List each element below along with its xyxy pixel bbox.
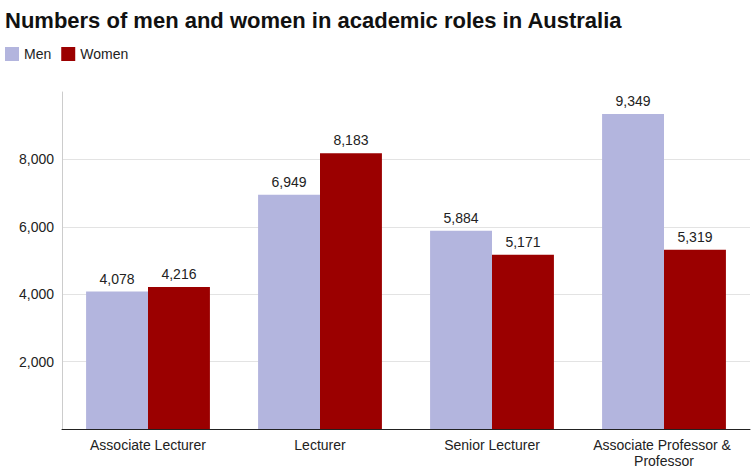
svg-text:6,949: 6,949: [272, 174, 307, 190]
svg-text:8,183: 8,183: [333, 132, 368, 148]
svg-text:Men: Men: [24, 46, 51, 62]
svg-text:5,319: 5,319: [677, 229, 712, 245]
svg-text:4,000: 4,000: [19, 286, 54, 302]
svg-text:Women: Women: [80, 46, 128, 62]
svg-text:8,000: 8,000: [19, 151, 54, 167]
svg-text:Associate Lecturer: Associate Lecturer: [90, 437, 206, 453]
svg-text:5,884: 5,884: [444, 210, 479, 226]
svg-text:6,000: 6,000: [19, 219, 54, 235]
svg-text:5,171: 5,171: [505, 234, 540, 250]
svg-text:Associate Professor &: Associate Professor &: [593, 437, 735, 453]
svg-text:4,078: 4,078: [100, 271, 135, 287]
svg-text:4,216: 4,216: [161, 266, 196, 282]
svg-text:Lecturer: Lecturer: [294, 437, 346, 453]
svg-text:Numbers of men and women in ac: Numbers of men and women in academic rol…: [5, 8, 622, 33]
svg-text:Professor: Professor: [634, 453, 694, 469]
svg-text:9,349: 9,349: [616, 93, 651, 109]
svg-text:2,000: 2,000: [19, 354, 54, 370]
svg-text:Senior Lecturer: Senior Lecturer: [444, 437, 540, 453]
